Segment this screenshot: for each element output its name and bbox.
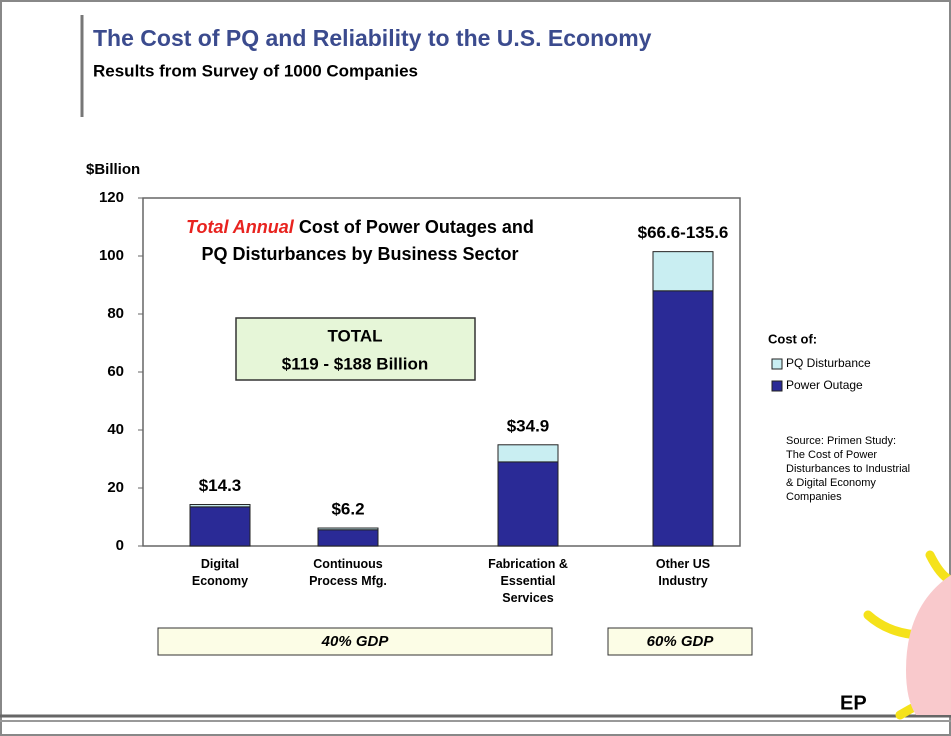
y-tick-label: 0 [116, 537, 124, 554]
bar-segment [497, 444, 559, 463]
bar-label: $6.2 [331, 500, 364, 519]
total-box [235, 317, 476, 381]
legend-label: PQ Disturbance [786, 356, 871, 370]
y-axis-label: $Billion [86, 161, 140, 178]
gdp-label: 60% GDP [647, 633, 715, 650]
legend-swatch [771, 358, 783, 370]
x-tick-label: Fabrication & Essential Services [488, 557, 568, 605]
title: The Cost of PQ and Reliability to the U.… [93, 25, 652, 51]
source-note: Source: Primen Study: The Cost of Power … [786, 435, 911, 503]
bar-segment [652, 251, 714, 292]
bar-label: $34.9 [507, 416, 550, 435]
gdp-label: 40% GDP [321, 633, 390, 650]
bar-segment [652, 290, 714, 547]
logo: EP [840, 692, 867, 714]
y-tick-label: 20 [107, 479, 124, 496]
y-tick-label: 80 [107, 305, 124, 322]
gdp-box [607, 627, 753, 656]
decoration [906, 575, 951, 715]
bar-segment [189, 504, 251, 508]
total-label: TOTAL [327, 326, 382, 345]
gdp-box [157, 627, 553, 656]
x-tick-label: Digital Economy [191, 557, 249, 588]
y-tick-label: 100 [99, 247, 124, 264]
bar-segment [497, 461, 559, 547]
bar-segment [189, 506, 251, 547]
chart-annotation: Total Annual Cost of Power Outages and P… [180, 214, 540, 268]
annotation-emphasis: Total Annual [186, 217, 294, 237]
x-tick-label: Continuous Process Mfg. [309, 557, 387, 588]
subtitle: Results from Survey of 1000 Companies [93, 61, 418, 80]
y-tick-label: 60 [107, 363, 124, 380]
bar-label: $66.6-135.6 [638, 223, 729, 242]
bar-label: $14.3 [199, 476, 242, 495]
x-tick-label: Other US Industry [655, 557, 711, 588]
legend-label: Power Outage [786, 378, 863, 392]
legend-swatch [771, 380, 783, 392]
legend-title: Cost of: [768, 331, 817, 346]
bar-segment [317, 527, 379, 531]
y-tick-label: 120 [99, 189, 124, 206]
annotation-text: Cost of Power Outages and PQ Disturbance… [201, 217, 534, 264]
y-tick-label: 40 [107, 421, 124, 438]
total-value: $119 - $188 Billion [282, 354, 428, 373]
bar-segment [317, 529, 379, 547]
